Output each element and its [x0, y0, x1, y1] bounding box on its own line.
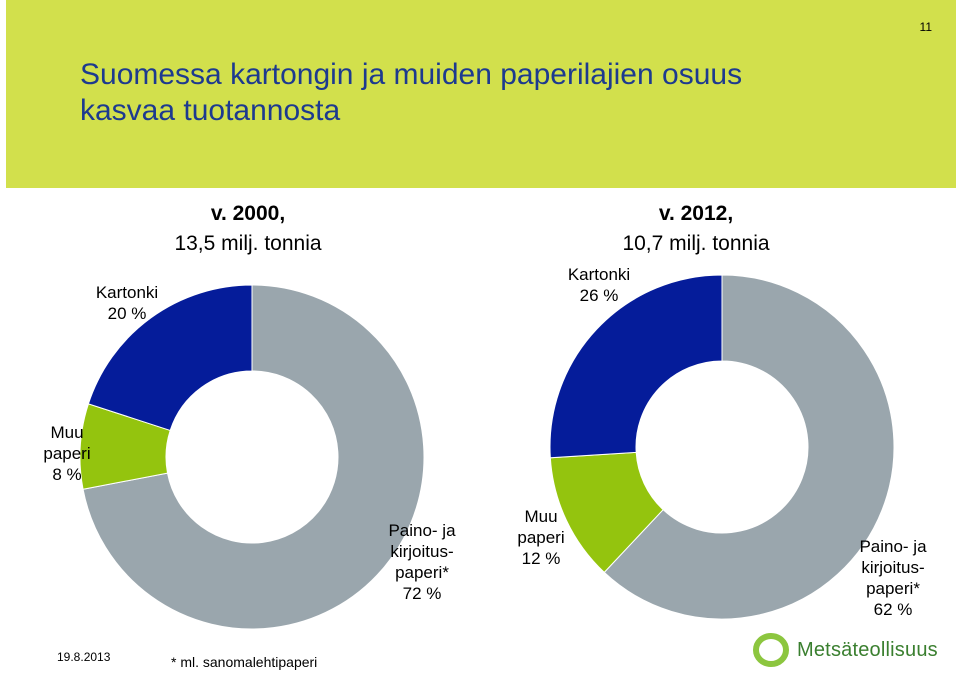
page-number: 11: [919, 20, 932, 34]
slice-paino: [82, 284, 425, 630]
slice-label-paino: Paino- ja kirjoitus-paperi* 72 %: [388, 521, 456, 603]
chart-heading-total: 10,7 milj. tonnia: [622, 232, 769, 255]
slice-label-paino: Paino- ja kirjoitus-paperi* 62 %: [859, 537, 927, 619]
logo-text: Metsäteollisuus: [797, 639, 938, 661]
slice-kartonki: [549, 274, 723, 459]
slice-label-kartonki: Kartonki 20 %: [96, 283, 158, 323]
chart-heading-year: v. 2000,: [211, 202, 285, 225]
header-banner: 11: [6, 0, 956, 188]
metsateollisuus-logo: Metsäteollisuus: [753, 632, 943, 668]
slice-label-muu_paperi: Muu paperi 12 %: [517, 507, 564, 568]
donut-chart-2: v. 2012, 10,7 milj. tonnia Paino- ja kirjoi…: [517, 202, 927, 620]
slice-label-kartonki: Kartonki 26 %: [568, 265, 630, 305]
chart-heading-year: v. 2012,: [659, 202, 733, 225]
slice-paino: [603, 274, 895, 620]
title-line-1: Suomessa kartongin ja muiden paperilajie…: [80, 58, 743, 91]
donut-chart-1: v. 2000, 13,5 milj. tonnia Paino- ja kirjoi…: [43, 202, 456, 630]
slice-kartonki: [87, 284, 253, 432]
leaf-logo-icon: [753, 633, 789, 667]
chart-heading-total: 13,5 milj. tonnia: [174, 232, 321, 255]
footer-date: 19.8.2013: [57, 650, 111, 664]
slice-label-muu_paperi: Muu paperi 8 %: [43, 423, 90, 484]
footer-note: * ml. sanomalehtipaperi: [171, 654, 318, 670]
page-title: Suomessa kartongin ja muiden paperilajie…: [80, 57, 780, 129]
title-line-2: kasvaa tuotannosta: [80, 94, 341, 127]
